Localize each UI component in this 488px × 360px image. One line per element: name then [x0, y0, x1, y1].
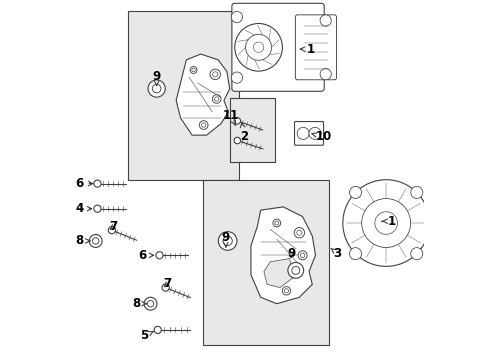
Polygon shape — [264, 258, 292, 288]
Circle shape — [148, 80, 165, 97]
Text: 11: 11 — [223, 109, 239, 125]
FancyBboxPatch shape — [203, 180, 328, 345]
Circle shape — [245, 34, 271, 60]
Circle shape — [191, 68, 195, 72]
Circle shape — [320, 15, 331, 26]
Text: 7: 7 — [163, 278, 171, 291]
Text: 9: 9 — [221, 231, 229, 247]
Circle shape — [231, 72, 242, 83]
Circle shape — [320, 68, 331, 80]
Circle shape — [156, 252, 163, 259]
Circle shape — [162, 284, 169, 291]
Text: 3: 3 — [330, 247, 341, 260]
Circle shape — [218, 231, 237, 250]
Circle shape — [214, 97, 219, 101]
Circle shape — [296, 230, 301, 235]
Circle shape — [410, 248, 422, 260]
Circle shape — [190, 67, 197, 73]
FancyBboxPatch shape — [128, 12, 239, 180]
Text: 7: 7 — [109, 220, 118, 233]
Circle shape — [234, 23, 282, 71]
Text: 6: 6 — [75, 177, 93, 190]
Circle shape — [284, 289, 288, 293]
Circle shape — [272, 219, 280, 227]
Circle shape — [94, 205, 101, 212]
Circle shape — [212, 95, 221, 103]
Circle shape — [210, 69, 220, 80]
Text: 1: 1 — [300, 42, 314, 55]
Text: 9: 9 — [152, 69, 161, 86]
Circle shape — [291, 266, 299, 274]
Circle shape — [199, 121, 207, 129]
Circle shape — [231, 12, 242, 23]
Circle shape — [144, 297, 157, 310]
Text: 10: 10 — [311, 130, 331, 144]
Circle shape — [234, 118, 240, 124]
Circle shape — [152, 84, 161, 93]
Circle shape — [308, 127, 320, 139]
Circle shape — [234, 137, 240, 144]
Polygon shape — [250, 207, 315, 304]
FancyBboxPatch shape — [295, 15, 336, 80]
Circle shape — [294, 228, 304, 238]
Circle shape — [349, 248, 361, 260]
Circle shape — [154, 326, 161, 333]
Circle shape — [410, 186, 422, 198]
Circle shape — [223, 236, 232, 246]
Circle shape — [147, 301, 153, 307]
Circle shape — [300, 253, 304, 257]
Polygon shape — [176, 54, 229, 135]
Circle shape — [212, 72, 218, 77]
Circle shape — [374, 212, 397, 234]
Circle shape — [287, 262, 303, 278]
Circle shape — [89, 234, 102, 247]
Circle shape — [94, 180, 101, 187]
Text: 8: 8 — [75, 234, 90, 247]
Text: 1: 1 — [381, 215, 395, 228]
FancyBboxPatch shape — [230, 98, 274, 162]
Text: 4: 4 — [75, 202, 91, 215]
FancyBboxPatch shape — [294, 122, 323, 145]
Text: 5: 5 — [140, 329, 153, 342]
Circle shape — [349, 186, 361, 198]
Text: 9: 9 — [286, 247, 295, 260]
Text: 8: 8 — [132, 297, 146, 310]
Circle shape — [342, 180, 428, 266]
Text: 2: 2 — [240, 123, 248, 144]
FancyBboxPatch shape — [231, 3, 324, 91]
Circle shape — [282, 287, 290, 295]
Circle shape — [92, 238, 99, 244]
Circle shape — [274, 221, 278, 225]
Text: 6: 6 — [138, 249, 153, 262]
Circle shape — [298, 251, 306, 260]
Circle shape — [253, 42, 263, 53]
Circle shape — [108, 226, 115, 234]
Circle shape — [297, 127, 308, 139]
Circle shape — [201, 123, 205, 127]
Circle shape — [361, 199, 410, 248]
